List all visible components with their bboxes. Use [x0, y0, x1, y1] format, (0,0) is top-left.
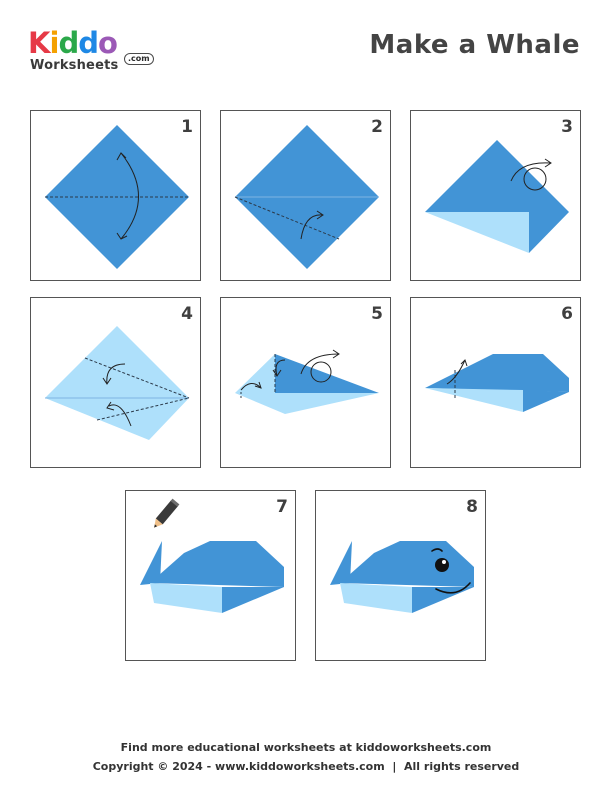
paper-light-bottom: [45, 398, 189, 440]
whale-belly-dark: [412, 587, 474, 613]
fold-arrow-icon: [120, 152, 139, 240]
fold-arrow-icon: [446, 359, 466, 385]
whale-belly-light: [150, 583, 222, 613]
fold-line: [84, 357, 190, 399]
arrow-head-icon: [460, 359, 468, 367]
paper-flap-dark: [529, 212, 569, 253]
whale-eyebrow-icon: [431, 548, 443, 552]
paper-dark-body: [275, 354, 379, 393]
arrow-head-icon: [106, 401, 115, 411]
step-8-panel: 8: [315, 490, 486, 661]
whale-tail: [140, 541, 162, 585]
step-5-illustration: [235, 349, 379, 414]
step-number: 5: [371, 304, 383, 324]
logo-letter: d: [78, 26, 99, 60]
paper-light-bottom: [235, 393, 379, 414]
step-number: 8: [466, 497, 478, 517]
step-2-panel: 2: [220, 110, 391, 281]
step-3-panel: 3: [410, 110, 581, 281]
fold-line: [96, 397, 190, 421]
footer-line-2: Copyright © 2024 - www.kiddoworksheets.c…: [92, 760, 520, 773]
step-1-panel: 1: [30, 110, 201, 281]
whale-tail: [330, 541, 352, 585]
arrow-head-icon: [272, 369, 282, 377]
step-number: 6: [561, 304, 573, 324]
fold-target-icon: [310, 361, 332, 383]
logo-domain-badge: .com: [124, 53, 154, 65]
whale-body-top: [150, 541, 284, 587]
step-2-illustration: [234, 125, 379, 269]
arrow-head-icon: [102, 377, 112, 385]
logo-letter: K: [28, 26, 51, 60]
fold-line: [234, 196, 340, 240]
arrow-head-icon: [116, 232, 128, 240]
logo-subtitle: Worksheets: [30, 58, 119, 73]
fold-arrow-icon: [300, 353, 340, 375]
logo-letter: o: [97, 26, 118, 60]
whale-body-top: [340, 541, 474, 587]
paper-light-tail: [235, 354, 275, 393]
step-4-panel: 4: [30, 297, 201, 468]
paper-top: [425, 140, 569, 212]
step-number: 7: [276, 497, 288, 517]
step-6-illustration: [425, 354, 569, 412]
page-title: Make a Whale: [369, 30, 580, 60]
step-8-illustration: [330, 541, 474, 613]
logo-letter: d: [58, 26, 79, 60]
step-7-panel: 7: [125, 490, 296, 661]
step-4-illustration: [45, 326, 190, 440]
kiddo-worksheets-logo: Kiddo Worksheets .com: [28, 26, 158, 76]
paper-flap-light: [425, 212, 529, 253]
step-number: 1: [181, 117, 193, 137]
paper-dark-top: [425, 354, 569, 392]
step-6-panel: 6: [410, 297, 581, 468]
step-number: 4: [181, 304, 193, 324]
arrow-head-icon: [254, 381, 262, 389]
eye-highlight-icon: [442, 560, 446, 564]
whale-belly-dark: [222, 587, 284, 613]
whale-belly-light: [340, 583, 412, 613]
arrow-head-icon: [544, 158, 552, 168]
fold-arrow-icon: [240, 383, 262, 391]
paper-triangle-top: [235, 125, 379, 197]
paper-dark-belly: [523, 390, 569, 412]
step-number: 3: [561, 117, 573, 137]
step-5-panel: 5: [220, 297, 391, 468]
arrow-head-icon: [332, 349, 340, 359]
paper-triangle-bottom: [235, 197, 379, 269]
fold-arrow-icon: [106, 363, 126, 385]
fold-arrow-icon: [510, 162, 552, 182]
step-3-illustration: [425, 140, 569, 253]
logo-letter: i: [49, 26, 59, 60]
fold-arrow-icon: [300, 214, 324, 240]
paper-light: [45, 326, 189, 398]
arrow-head-icon: [316, 210, 324, 220]
pencil-icon: [154, 498, 180, 528]
logo-wordmark: Kiddo: [28, 26, 118, 60]
paper-light-belly: [425, 388, 523, 412]
whale-smile-icon: [435, 582, 471, 594]
whale-eye-icon: [435, 558, 449, 572]
step-7-illustration: [140, 498, 284, 613]
arrow-head-icon: [116, 152, 127, 161]
fold-target-icon: [523, 167, 547, 191]
footer-line-1: Find more educational worksheets at kidd…: [120, 741, 492, 754]
step-number: 2: [371, 117, 383, 137]
fold-arrow-icon: [275, 359, 286, 377]
step-1-illustration: [45, 125, 189, 269]
fold-arrow-icon: [108, 404, 132, 427]
